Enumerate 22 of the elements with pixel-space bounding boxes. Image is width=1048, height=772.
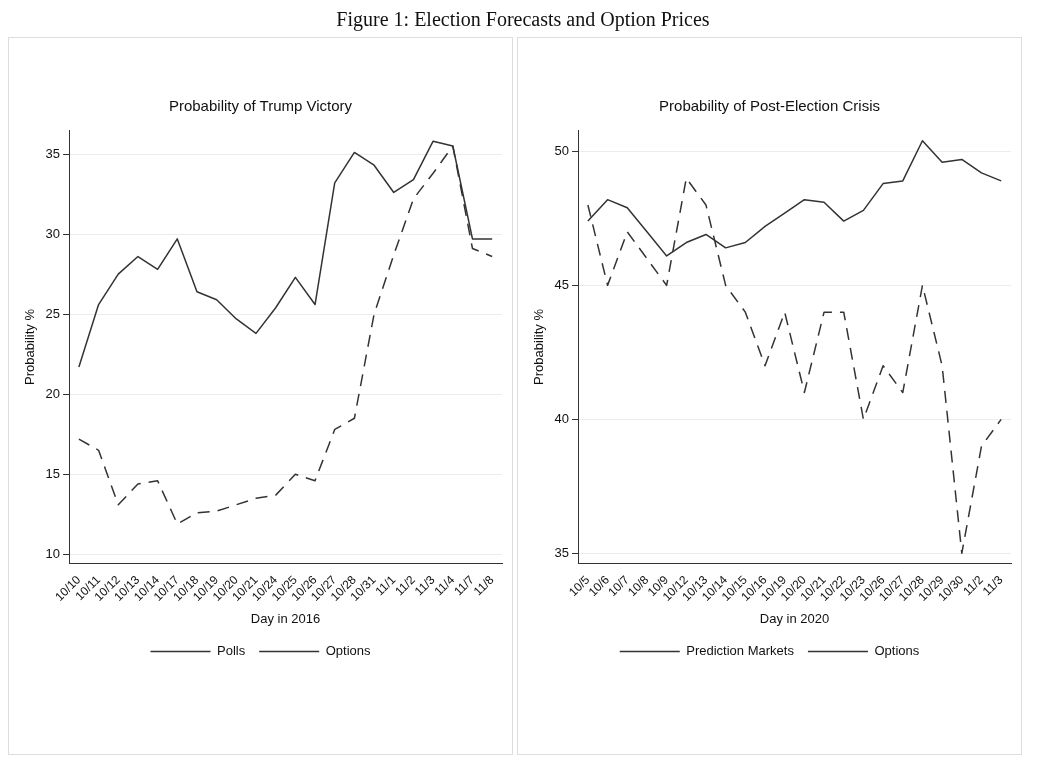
legend-label: Polls (217, 643, 246, 659)
y-tick-label: 35 (554, 544, 570, 560)
y-axis-title: Probability % (22, 308, 38, 385)
x-axis-title: Day in 2020 (759, 610, 830, 626)
x-axis-title: Day in 2016 (250, 610, 321, 626)
chart-title: Probability of Trump Victory (168, 97, 353, 115)
legend-label: Prediction Markets (686, 643, 795, 659)
caption: Figure 1: Election Forecasts and Option Prices (335, 8, 711, 31)
chart-title: Probability of Post-Election Crisis (659, 97, 880, 115)
y-tick-label: 45 (554, 276, 570, 292)
y-tick-label: 25 (45, 305, 61, 321)
legend-label: Options (325, 643, 371, 659)
y-tick-label: 10 (45, 545, 61, 561)
y-tick-label: 30 (45, 225, 61, 241)
y-tick-label: 20 (45, 385, 61, 401)
y-tick-label: 50 (554, 143, 570, 159)
y-tick-label: 15 (45, 465, 61, 481)
y-axis-title: Probability % (531, 308, 547, 385)
y-tick-label: 35 (45, 145, 61, 161)
legend-label: Options (874, 643, 920, 659)
line-series (78, 145, 493, 525)
y-tick-label: 40 (554, 410, 570, 426)
